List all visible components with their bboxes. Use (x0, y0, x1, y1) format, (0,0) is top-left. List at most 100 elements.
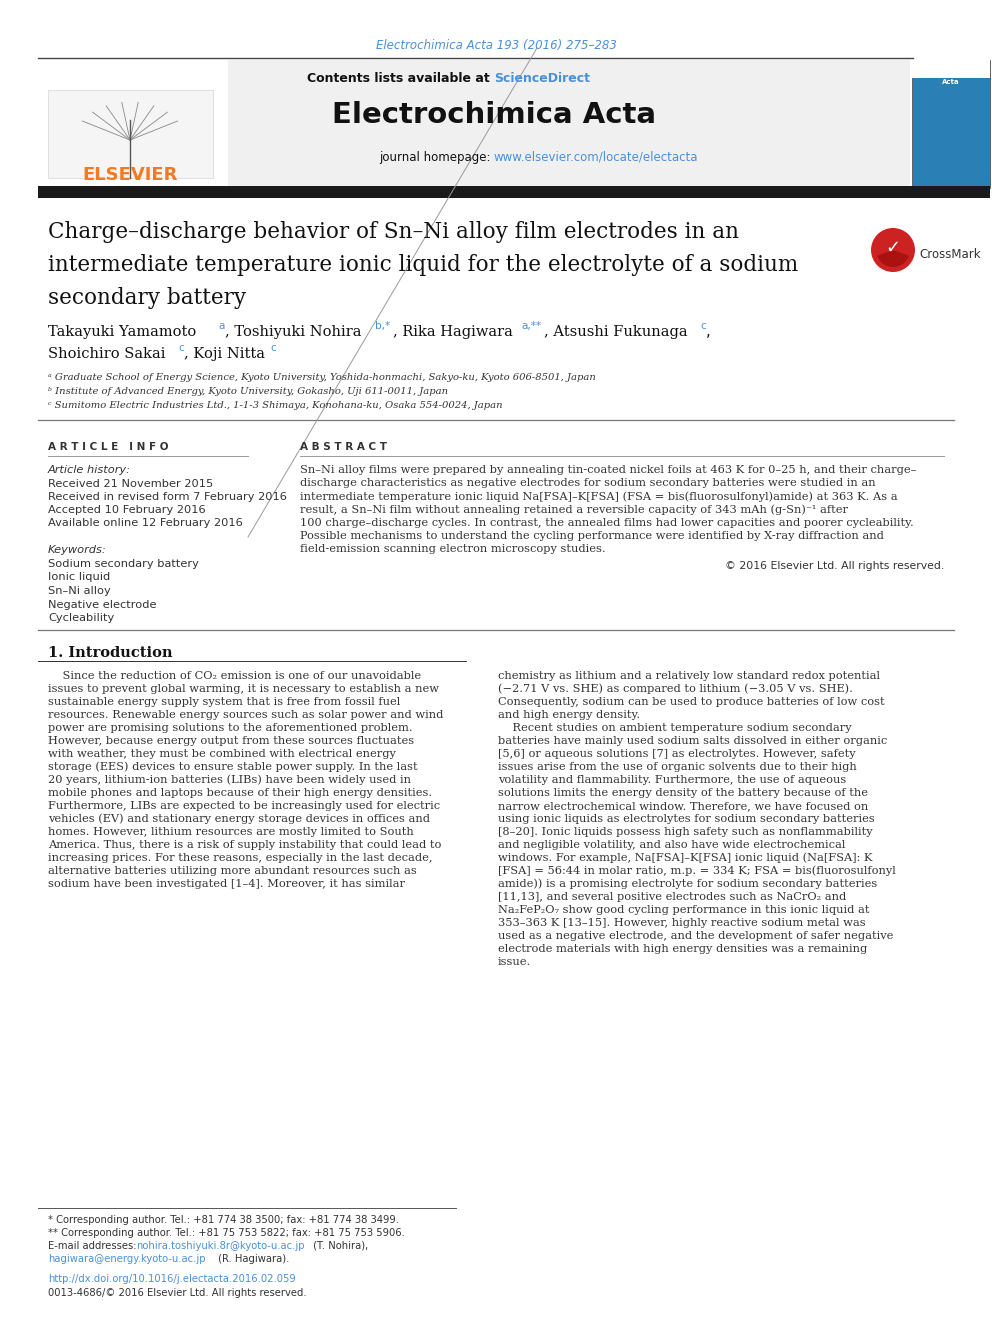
Text: using ionic liquids as electrolytes for sodium secondary batteries: using ionic liquids as electrolytes for … (498, 814, 875, 824)
Text: However, because energy output from these sources fluctuates: However, because energy output from thes… (48, 736, 414, 746)
Text: used as a negative electrode, and the development of safer negative: used as a negative electrode, and the de… (498, 931, 894, 941)
Text: solutions limits the energy density of the battery because of the: solutions limits the energy density of t… (498, 789, 868, 798)
Text: 20 years, lithium-ion batteries (LIBs) have been widely used in: 20 years, lithium-ion batteries (LIBs) h… (48, 775, 411, 786)
Text: (−2.71 V vs. SHE) as compared to lithium (−3.05 V vs. SHE).: (−2.71 V vs. SHE) as compared to lithium… (498, 684, 853, 695)
Text: Charge–discharge behavior of Sn–Ni alloy film electrodes in an: Charge–discharge behavior of Sn–Ni alloy… (48, 221, 739, 243)
Text: Na₂FeP₂O₇ show good cycling performance in this ionic liquid at: Na₂FeP₂O₇ show good cycling performance … (498, 905, 870, 916)
Text: © 2016 Elsevier Ltd. All rights reserved.: © 2016 Elsevier Ltd. All rights reserved… (725, 561, 944, 572)
Text: issue.: issue. (498, 957, 532, 967)
Text: secondary battery: secondary battery (48, 287, 246, 310)
Text: , Koji Nitta: , Koji Nitta (184, 347, 265, 361)
Text: resources. Renewable energy sources such as solar power and wind: resources. Renewable energy sources such… (48, 710, 443, 720)
Text: homes. However, lithium resources are mostly limited to South: homes. However, lithium resources are mo… (48, 827, 414, 837)
Text: Keywords:: Keywords: (48, 545, 107, 556)
Text: sustainable energy supply system that is free from fossil fuel: sustainable energy supply system that is… (48, 697, 400, 706)
Text: A R T I C L E   I N F O: A R T I C L E I N F O (48, 442, 169, 452)
Wedge shape (877, 250, 909, 267)
Text: Negative electrode: Negative electrode (48, 599, 157, 610)
Text: with weather, they must be combined with electrical energy: with weather, they must be combined with… (48, 749, 396, 759)
Text: amide)) is a promising electrolyte for sodium secondary batteries: amide)) is a promising electrolyte for s… (498, 878, 877, 889)
Text: b,*: b,* (375, 321, 390, 331)
Text: windows. For example, Na[FSA]–K[FSA] ionic liquid (Na[FSA]: K: windows. For example, Na[FSA]–K[FSA] ion… (498, 853, 873, 864)
Text: Electrochimica Acta 193 (2016) 275–283: Electrochimica Acta 193 (2016) 275–283 (376, 38, 616, 52)
Text: issues to prevent global warming, it is necessary to establish a new: issues to prevent global warming, it is … (48, 684, 439, 695)
Text: Received in revised form 7 February 2016: Received in revised form 7 February 2016 (48, 492, 287, 501)
Text: Shoichiro Sakai: Shoichiro Sakai (48, 347, 166, 361)
Bar (912, 60, 990, 78)
Text: ,: , (706, 324, 710, 340)
Text: electrode materials with high energy densities was a remaining: electrode materials with high energy den… (498, 945, 867, 954)
Text: [FSA] = 56:44 in molar ratio, m.p. = 334 K; FSA = bis(fluorosulfonyl: [FSA] = 56:44 in molar ratio, m.p. = 334… (498, 865, 896, 876)
Text: a: a (218, 321, 224, 331)
Text: mobile phones and laptops because of their high energy densities.: mobile phones and laptops because of the… (48, 789, 433, 798)
Circle shape (871, 228, 915, 273)
Text: field-emission scanning electron microscopy studies.: field-emission scanning electron microsc… (300, 544, 606, 554)
Text: discharge characteristics as negative electrodes for sodium secondary batteries : discharge characteristics as negative el… (300, 478, 876, 488)
Text: Sodium secondary battery: Sodium secondary battery (48, 560, 198, 569)
Text: www.elsevier.com/locate/electacta: www.elsevier.com/locate/electacta (494, 151, 698, 164)
Text: 1. Introduction: 1. Introduction (48, 646, 173, 660)
Text: America. Thus, there is a risk of supply instability that could lead to: America. Thus, there is a risk of supply… (48, 840, 441, 849)
Text: Since the reduction of CO₂ emission is one of our unavoidable: Since the reduction of CO₂ emission is o… (48, 671, 422, 681)
Text: A B S T R A C T: A B S T R A C T (300, 442, 387, 452)
Text: , Rika Hagiwara: , Rika Hagiwara (393, 325, 513, 339)
Bar (48, 90, 213, 179)
Text: 100 charge–discharge cycles. In contrast, the annealed films had lower capacitie: 100 charge–discharge cycles. In contrast… (300, 517, 914, 528)
Text: and negligible volatility, and also have wide electrochemical: and negligible volatility, and also have… (498, 840, 845, 849)
Text: Possible mechanisms to understand the cycling performance were identified by X-r: Possible mechanisms to understand the cy… (300, 531, 884, 541)
Text: intermediate temperature ionic liquid for the electrolyte of a sodium: intermediate temperature ionic liquid fo… (48, 254, 799, 277)
Text: Article history:: Article history: (48, 464, 131, 475)
Text: E-mail addresses:: E-mail addresses: (48, 1241, 140, 1252)
Text: c: c (178, 343, 184, 353)
Text: , Atsushi Fukunaga: , Atsushi Fukunaga (544, 325, 687, 339)
Text: ᵇ Institute of Advanced Energy, Kyoto University, Gokasho, Uji 611-0011, Japan: ᵇ Institute of Advanced Energy, Kyoto Un… (48, 388, 448, 397)
Text: c: c (270, 343, 276, 353)
Text: (T. Nohira),: (T. Nohira), (310, 1241, 368, 1252)
Text: volatility and flammability. Furthermore, the use of aqueous: volatility and flammability. Furthermore… (498, 775, 846, 785)
Text: chemistry as lithium and a relatively low standard redox potential: chemistry as lithium and a relatively lo… (498, 671, 880, 681)
Text: nohira.toshiyuki.8r@kyoto-u.ac.jp: nohira.toshiyuki.8r@kyoto-u.ac.jp (136, 1241, 305, 1252)
Text: vehicles (EV) and stationary energy storage devices in offices and: vehicles (EV) and stationary energy stor… (48, 814, 430, 824)
Text: Electrochimica Acta: Electrochimica Acta (332, 101, 656, 130)
Text: Available online 12 February 2016: Available online 12 February 2016 (48, 519, 243, 528)
Bar (912, 60, 990, 188)
Text: increasing prices. For these reasons, especially in the last decade,: increasing prices. For these reasons, es… (48, 853, 433, 863)
Text: 0013-4686/© 2016 Elsevier Ltd. All rights reserved.: 0013-4686/© 2016 Elsevier Ltd. All right… (48, 1289, 307, 1298)
Text: (R. Hagiwara).: (R. Hagiwara). (215, 1254, 290, 1263)
Text: ELSEVIER: ELSEVIER (82, 165, 178, 184)
Text: [11,13], and several positive electrodes such as NaCrO₂ and: [11,13], and several positive electrodes… (498, 892, 846, 902)
Text: [8–20]. Ionic liquids possess high safety such as nonflammability: [8–20]. Ionic liquids possess high safet… (498, 827, 873, 837)
Text: Sn–Ni alloy films were prepared by annealing tin-coated nickel foils at 463 K fo: Sn–Ni alloy films were prepared by annea… (300, 464, 917, 475)
Text: 353–363 K [13–15]. However, highly reactive sodium metal was: 353–363 K [13–15]. However, highly react… (498, 918, 866, 927)
Text: [5,6] or aqueous solutions [7] as electrolytes. However, safety: [5,6] or aqueous solutions [7] as electr… (498, 749, 856, 759)
Text: * Corresponding author. Tel.: +81 774 38 3500; fax: +81 774 38 3499.: * Corresponding author. Tel.: +81 774 38… (48, 1215, 399, 1225)
Text: Furthermore, LIBs are expected to be increasingly used for electric: Furthermore, LIBs are expected to be inc… (48, 800, 440, 811)
Text: intermediate temperature ionic liquid Na[FSA]–K[FSA] (FSA = bis(fluorosulfonyl)a: intermediate temperature ionic liquid Na… (300, 491, 898, 501)
Text: Accepted 10 February 2016: Accepted 10 February 2016 (48, 505, 205, 515)
Text: sodium have been investigated [1–4]. Moreover, it has similar: sodium have been investigated [1–4]. Mor… (48, 878, 405, 889)
Text: ᵃ Graduate School of Energy Science, Kyoto University, Yoshida-honmachi, Sakyo-k: ᵃ Graduate School of Energy Science, Kyo… (48, 373, 596, 382)
Text: c: c (700, 321, 705, 331)
Text: , Toshiyuki Nohira: , Toshiyuki Nohira (225, 325, 361, 339)
Bar (38, 60, 910, 188)
Text: ScienceDirect: ScienceDirect (494, 71, 590, 85)
Text: storage (EES) devices to ensure stable power supply. In the last: storage (EES) devices to ensure stable p… (48, 762, 418, 773)
Text: ✓: ✓ (886, 239, 901, 257)
Text: narrow electrochemical window. Therefore, we have focused on: narrow electrochemical window. Therefore… (498, 800, 868, 811)
Text: result, a Sn–Ni film without annealing retained a reversible capacity of 343 mAh: result, a Sn–Ni film without annealing r… (300, 504, 848, 515)
Text: Contents lists available at: Contents lists available at (307, 71, 494, 85)
Text: issues arise from the use of organic solvents due to their high: issues arise from the use of organic sol… (498, 762, 857, 773)
Text: CrossMark: CrossMark (919, 249, 981, 262)
Text: Ionic liquid: Ionic liquid (48, 573, 110, 582)
Text: a,**: a,** (521, 321, 541, 331)
Text: Recent studies on ambient temperature sodium secondary: Recent studies on ambient temperature so… (498, 722, 851, 733)
Text: hagiwara@energy.kyoto-u.ac.jp: hagiwara@energy.kyoto-u.ac.jp (48, 1254, 205, 1263)
Text: Takayuki Yamamoto: Takayuki Yamamoto (48, 325, 196, 339)
Text: http://dx.doi.org/10.1016/j.electacta.2016.02.059: http://dx.doi.org/10.1016/j.electacta.20… (48, 1274, 296, 1285)
Text: power are promising solutions to the aforementioned problem.: power are promising solutions to the afo… (48, 722, 413, 733)
Text: ** Corresponding author. Tel.: +81 75 753 5822; fax: +81 75 753 5906.: ** Corresponding author. Tel.: +81 75 75… (48, 1228, 405, 1238)
Text: Electrochimica
Acta: Electrochimica Acta (922, 71, 980, 85)
Text: Cycleability: Cycleability (48, 613, 114, 623)
Text: Received 21 November 2015: Received 21 November 2015 (48, 479, 213, 490)
Text: alternative batteries utilizing more abundant resources such as: alternative batteries utilizing more abu… (48, 867, 417, 876)
